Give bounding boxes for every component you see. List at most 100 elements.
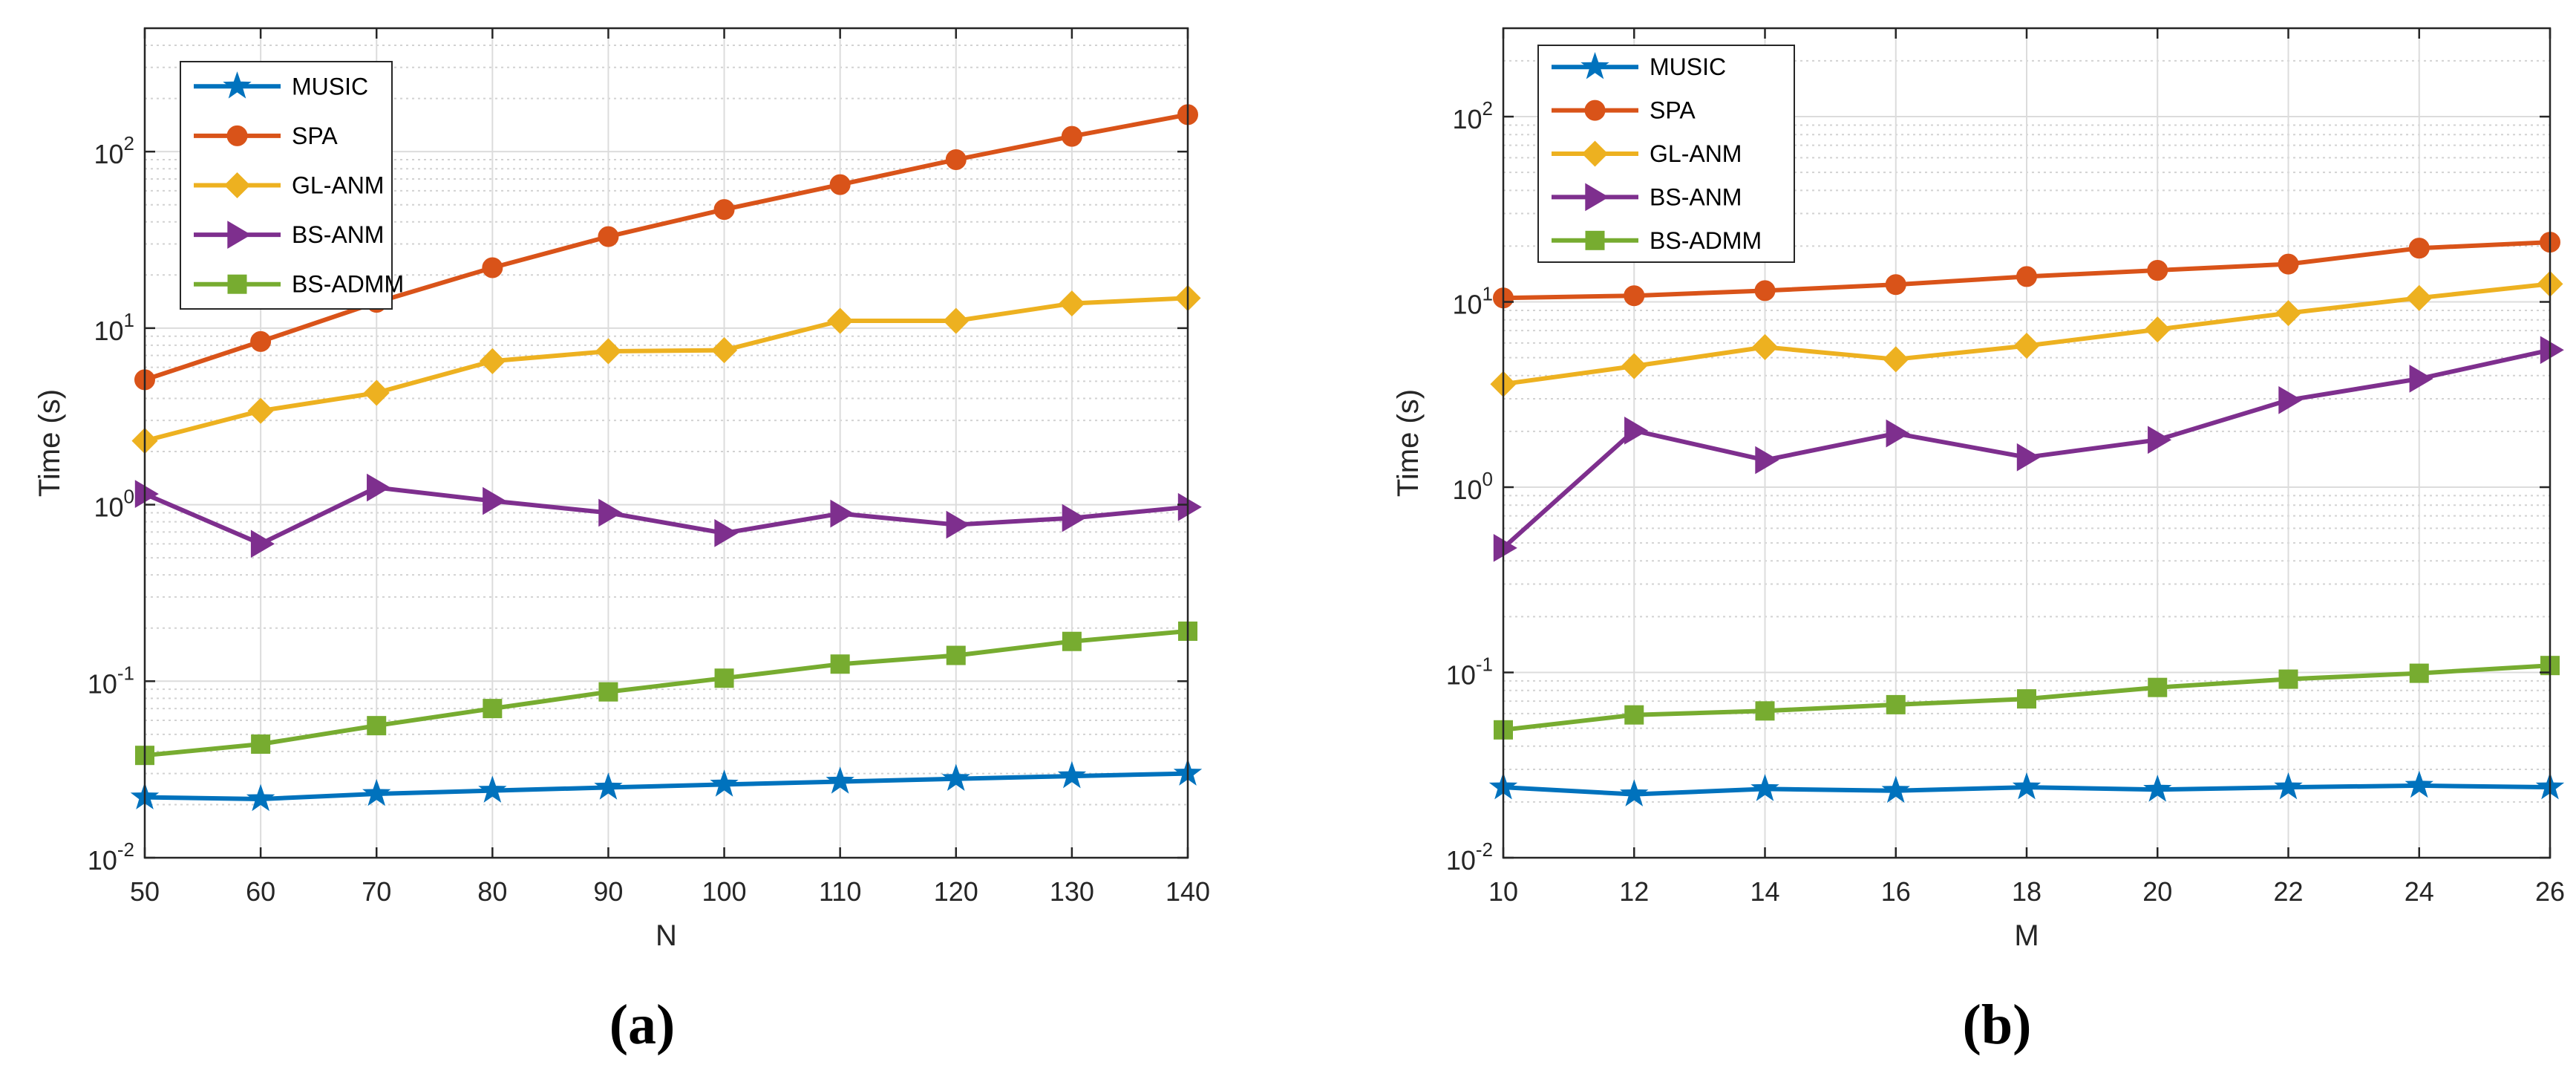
x-tick-label: 90: [593, 876, 623, 907]
legend-label: GL-ANM: [1650, 140, 1742, 167]
data-point: [2016, 443, 2041, 472]
y-tick-base: 10: [1446, 660, 1476, 691]
legend-label: BS-ANM: [292, 221, 384, 248]
data-point: [1177, 492, 1202, 521]
x-tick-label: 70: [362, 876, 391, 907]
x-tick-label: 12: [1619, 876, 1649, 907]
data-point: [483, 486, 507, 515]
data-point: [1057, 760, 1087, 789]
data-point: [711, 337, 738, 364]
legend-marker: [1585, 230, 1605, 250]
y-tick-exponent: 1: [1482, 283, 1493, 305]
series-line: [143, 485, 1189, 547]
legend: MUSIC SPA GL-ANM BS-ANM BS-ADMM: [1537, 45, 1795, 263]
data-point: [2278, 253, 2299, 275]
data-point: [1751, 333, 1779, 360]
x-tick-label: 20: [2142, 876, 2172, 907]
y-tick-label: 100: [94, 486, 134, 523]
data-point: [2143, 775, 2172, 802]
data-point: [714, 668, 734, 688]
legend-label: GL-ANM: [292, 172, 384, 199]
data-point: [367, 716, 387, 736]
legend-entry: BS-ANM: [1552, 183, 1742, 212]
series-bs-anm: [134, 473, 1202, 558]
data-point: [595, 338, 621, 365]
data-point: [713, 199, 735, 221]
series-line: [144, 112, 1189, 382]
data-point: [2144, 316, 2171, 343]
data-point: [250, 330, 272, 352]
y-tick-base: 10: [94, 316, 123, 346]
data-point: [1059, 290, 1085, 317]
data-point: [2275, 300, 2302, 327]
data-point: [710, 769, 739, 797]
data-point: [367, 473, 391, 502]
data-point: [2013, 333, 2040, 359]
legend-marker: [227, 221, 252, 249]
y-tick-label: 102: [94, 132, 134, 169]
data-point: [941, 763, 970, 791]
data-point: [829, 174, 851, 195]
data-point: [2147, 260, 2168, 281]
y-tick-label: 10-1: [1446, 654, 1493, 691]
series-line: [144, 771, 1189, 801]
y-tick-exponent: 2: [1482, 97, 1493, 120]
legend-label: MUSIC: [1650, 53, 1726, 80]
x-tick-label: 130: [1050, 876, 1094, 907]
x-tick-label: 100: [702, 876, 747, 907]
legend-entry: BS-ANM: [194, 221, 384, 249]
x-tick-label: 10: [1488, 876, 1518, 907]
data-point: [2409, 365, 2433, 393]
x-tick-label: 60: [246, 876, 275, 907]
legend-label: SPA: [1650, 97, 1696, 124]
x-tick-label: 24: [2405, 876, 2434, 907]
data-point: [2278, 385, 2303, 414]
x-tick-label: 16: [1881, 876, 1911, 907]
data-point: [826, 766, 854, 794]
legend-entry: SPA: [1552, 97, 1696, 124]
series-gl-anm: [1490, 270, 2563, 397]
legend-marker: [1585, 183, 1609, 212]
x-tick-label: 22: [2273, 876, 2303, 907]
y-tick-base: 10: [1452, 290, 1482, 320]
y-tick-exponent: 1: [124, 309, 134, 331]
data-point: [363, 379, 390, 406]
series: [1488, 232, 2565, 806]
data-point: [2408, 238, 2430, 259]
series-bs-admm: [1494, 656, 2560, 740]
data-point: [2278, 669, 2298, 689]
y-tick-exponent: -1: [1476, 654, 1493, 676]
data-point: [946, 645, 966, 665]
x-axis-label: N: [656, 919, 677, 952]
y-tick-label: 101: [94, 309, 134, 346]
y-tick-base: 10: [1446, 845, 1476, 876]
legend-entry: BS-ADMM: [194, 271, 404, 298]
y-tick-exponent: -2: [117, 838, 134, 861]
data-point: [251, 734, 271, 755]
data-point: [1885, 274, 1906, 296]
y-tick-exponent: -1: [117, 662, 134, 684]
data-point: [247, 397, 274, 424]
y-tick-base: 10: [88, 668, 117, 699]
legend-marker: [1581, 140, 1609, 167]
y-tick-base: 10: [1452, 475, 1482, 505]
x-tick-label: 80: [477, 876, 507, 907]
x-tick-label: 120: [934, 876, 978, 907]
series-line: [144, 296, 1189, 443]
data-point: [478, 775, 507, 803]
legend-label: MUSIC: [292, 73, 368, 100]
data-point: [2017, 689, 2036, 709]
data-point: [250, 529, 275, 558]
legend-entry: GL-ANM: [194, 172, 384, 199]
y-tick-exponent: 2: [124, 132, 134, 154]
data-point: [943, 307, 970, 334]
x-axis-label: M: [2014, 919, 2039, 952]
x-tick-label: 110: [819, 876, 861, 907]
y-tick-label: 101: [1452, 283, 1493, 320]
series-spa: [1493, 232, 2560, 309]
legend-label: BS-ADMM: [1650, 227, 1762, 254]
data-point: [1062, 503, 1086, 532]
legend-label: SPA: [292, 123, 338, 149]
x-tick-label: 18: [2012, 876, 2041, 907]
series: [130, 104, 1203, 812]
